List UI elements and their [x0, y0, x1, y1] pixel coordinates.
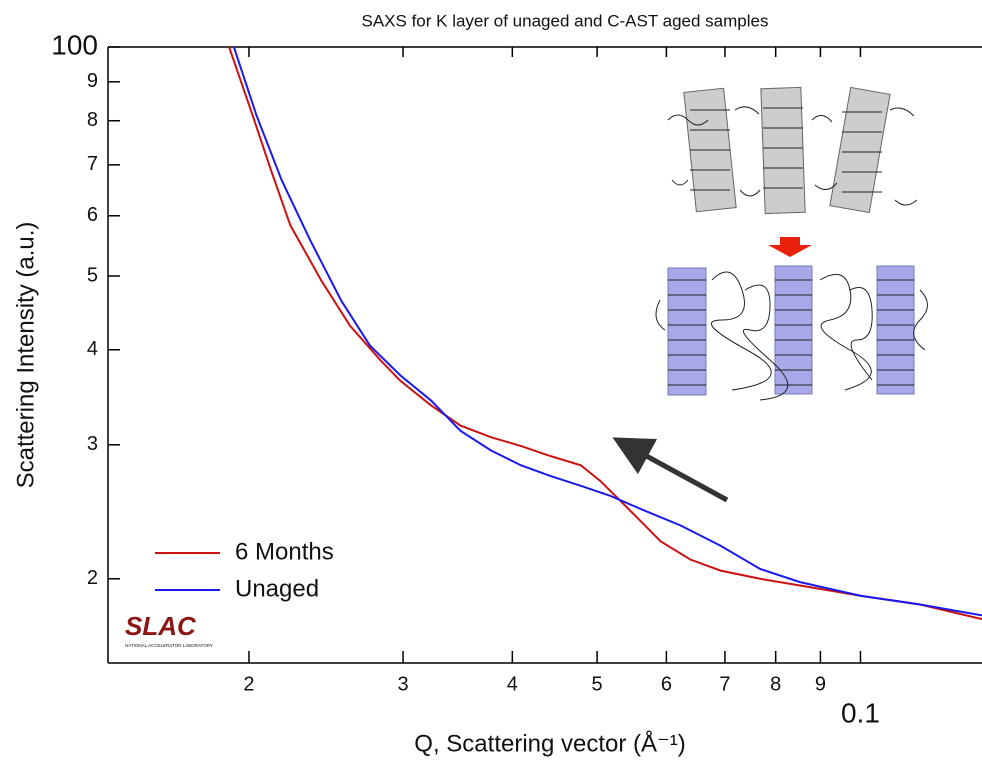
y-axis-label: Scattering Intensity (a.u.): [12, 222, 39, 489]
x-tick-label: 0.1: [841, 697, 880, 728]
x-tick-label: 2: [243, 673, 254, 695]
y-tick-label: 9: [87, 70, 98, 92]
x-axis-label: Q, Scattering vector (Å⁻¹): [414, 729, 685, 757]
x-tick-label: 7: [719, 673, 730, 695]
y-tick-label: 4: [87, 338, 98, 360]
inset-schematic: [655, 86, 928, 401]
x-tick-label: 6: [661, 673, 672, 695]
series-line: [228, 47, 982, 621]
logo-name: SLAC: [125, 611, 197, 641]
inset-arrow: [768, 237, 812, 257]
chart-title: SAXS for K layer of unaged and C-AST age…: [362, 11, 769, 30]
x-tick-label: 9: [815, 673, 826, 695]
annotation-arrow: [612, 437, 729, 503]
legend-label: 6 Months: [235, 538, 334, 565]
x-tick-label: 4: [507, 673, 518, 695]
y-tick-label: 5: [87, 264, 98, 286]
y-tick-label: 3: [87, 433, 98, 455]
x-tick-label: 3: [397, 673, 408, 695]
y-tick-label: 7: [87, 153, 98, 175]
x-tick-label: 8: [770, 673, 781, 695]
x-tick-label: 5: [592, 673, 603, 695]
y-tick-label: 2: [87, 567, 98, 589]
axes-frame: [107, 46, 982, 664]
logo-subtitle: NATIONAL ACCELERATOR LABORATORY: [125, 643, 213, 648]
y-tick-label: 100: [51, 29, 98, 60]
y-tick-label: 6: [87, 204, 98, 226]
y-tick-label: 8: [87, 109, 98, 131]
legend-label: Unaged: [235, 575, 319, 602]
logo: SLAC NATIONAL ACCELERATOR LABORATORY: [125, 611, 213, 648]
series-line: [232, 47, 982, 617]
